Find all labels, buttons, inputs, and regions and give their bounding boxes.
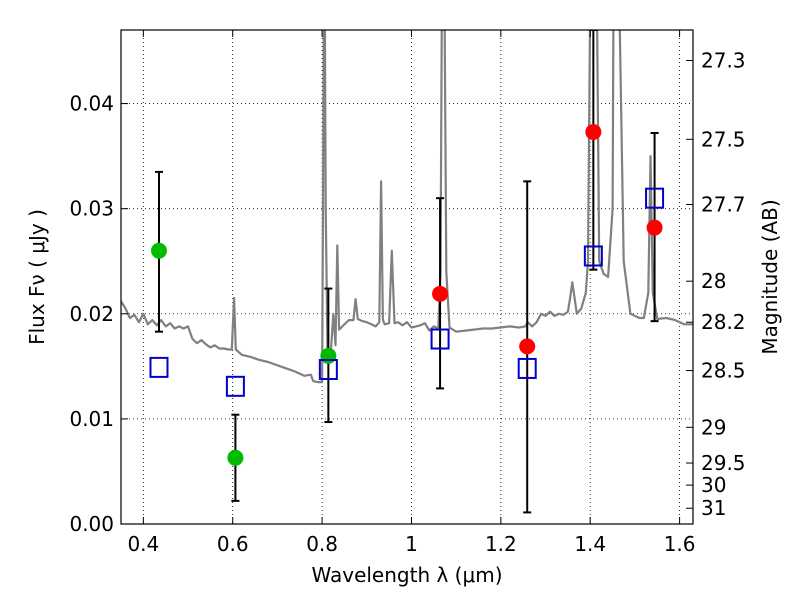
y-tick-label: 0.00 [69,512,114,536]
x-tick-label: 1.2 [485,532,517,556]
spectrum-layer [121,30,693,384]
x-tick-label: 0.8 [306,532,338,556]
model-square [583,245,603,267]
x-tick-label: 1 [405,532,418,556]
model-square [645,187,665,209]
ticks-layer: 0.4 0.6 0.8 1 1.2 1.4 1.6 0.00 0.01 0.02 0.03 0.04 2… [69,30,746,556]
plot-frame [120,29,694,525]
y2-tick-label: 29 [701,415,726,439]
model-square [149,356,169,378]
points-layer [149,30,665,514]
y-tick-label: 0.04 [69,92,114,116]
data-point [150,242,167,259]
data-point [227,449,244,466]
data-point [320,347,337,364]
data-point [519,338,536,355]
data-point [432,285,449,302]
model-square [225,375,245,397]
data-point [585,123,602,140]
x-axis-title: Wavelength λ (μm) [311,563,502,587]
y2-tick-label: 30 [701,473,726,497]
y2-tick-label: 27.3 [701,48,746,72]
y-tick-label: 0.03 [69,197,114,221]
y-axis-title: Flux Fν ( μJy ) [25,209,49,345]
y2-tick-label: 27.5 [701,127,746,151]
x-tick-label: 1.4 [574,532,606,556]
y-tick-label: 0.01 [69,407,114,431]
model-square [318,358,338,380]
data-point [646,219,663,236]
x-tick-label: 0.4 [127,532,159,556]
x-tick-label: 1.6 [664,532,696,556]
y2-tick-label: 31 [701,496,726,520]
spectrum-line [121,30,693,384]
y2-tick-label: 28.2 [701,310,746,334]
y-tick-label: 0.02 [69,302,114,326]
y2-tick-label: 29.5 [701,451,746,475]
x-tick-label: 0.6 [217,532,249,556]
y2-axis-title: Magnitude (AB) [758,199,782,354]
model-square [430,328,450,350]
y2-tick-label: 28 [701,269,726,293]
y2-tick-label: 28.5 [701,359,746,383]
model-square [517,357,537,379]
y2-tick-label: 27.7 [701,192,746,216]
